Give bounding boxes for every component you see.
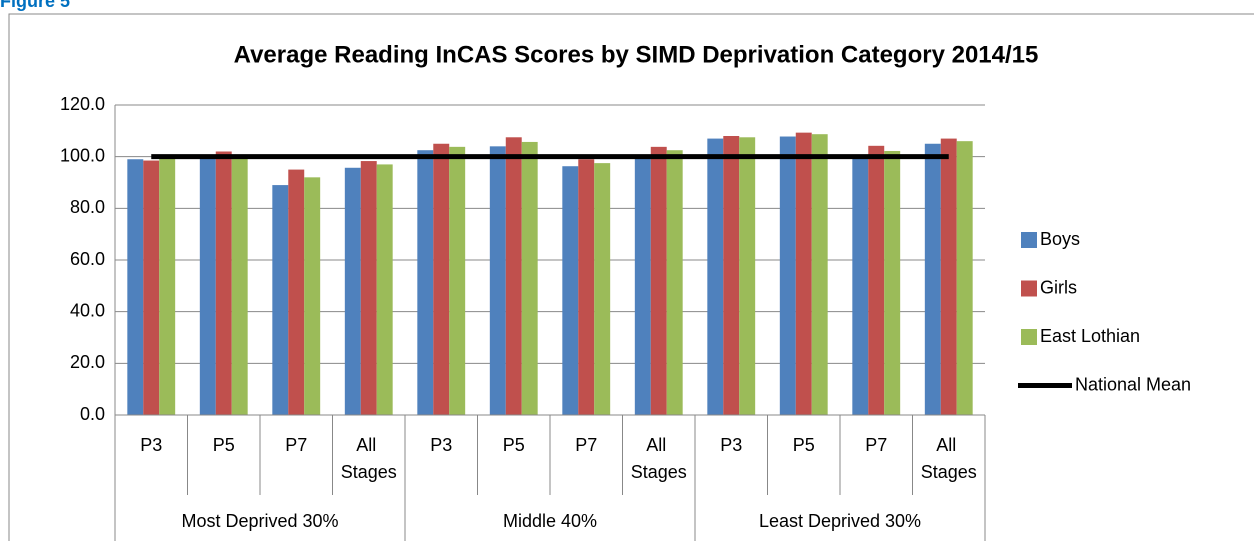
bar bbox=[650, 146, 667, 415]
bar bbox=[159, 157, 176, 416]
legend-swatch bbox=[1021, 280, 1037, 297]
bar bbox=[594, 163, 611, 415]
bar bbox=[376, 164, 393, 415]
x-tick-label: P3 bbox=[430, 435, 452, 455]
bar bbox=[795, 132, 812, 415]
group-label: Least Deprived 30% bbox=[759, 511, 921, 531]
x-tick-label: All Stages bbox=[921, 435, 977, 482]
legend-label: Girls bbox=[1040, 277, 1077, 297]
bar bbox=[956, 141, 973, 415]
bar bbox=[779, 136, 796, 415]
group-label: Most Deprived 30% bbox=[181, 511, 338, 531]
bar bbox=[562, 166, 579, 415]
figure-label: Figure 5 bbox=[0, 0, 70, 11]
bar bbox=[143, 160, 160, 415]
y-tick-label: 20.0 bbox=[70, 352, 105, 372]
y-tick-label: 80.0 bbox=[70, 197, 105, 217]
y-tick-label: 60.0 bbox=[70, 249, 105, 269]
bar bbox=[433, 143, 450, 415]
y-tick-label: 120.0 bbox=[60, 94, 105, 114]
bar bbox=[288, 169, 305, 415]
bar bbox=[940, 138, 957, 416]
bar bbox=[852, 156, 869, 415]
bar bbox=[868, 145, 885, 416]
bar bbox=[360, 161, 377, 415]
x-tick-label: P3 bbox=[140, 435, 162, 455]
x-tick-label: P3 bbox=[720, 435, 742, 455]
bar bbox=[739, 137, 756, 415]
bar bbox=[884, 150, 901, 415]
bar bbox=[521, 141, 538, 416]
bar bbox=[199, 155, 216, 415]
bar bbox=[127, 159, 144, 415]
bar bbox=[231, 155, 248, 415]
bar bbox=[811, 134, 828, 416]
y-tick-label: 100.0 bbox=[60, 145, 105, 165]
bar bbox=[489, 146, 506, 416]
x-tick-label: P5 bbox=[213, 435, 235, 455]
x-tick-label: P7 bbox=[285, 435, 307, 455]
x-tick-label: All Stages bbox=[631, 435, 687, 482]
y-tick-label: 0.0 bbox=[80, 404, 105, 424]
bar bbox=[215, 151, 232, 415]
bar bbox=[344, 167, 361, 415]
legend-swatch bbox=[1021, 232, 1037, 248]
legend-label: National Mean bbox=[1075, 374, 1191, 394]
bar bbox=[666, 150, 683, 416]
bar bbox=[723, 136, 740, 415]
bar bbox=[417, 150, 434, 416]
bar bbox=[449, 146, 466, 415]
bar bbox=[505, 137, 522, 415]
bar bbox=[578, 159, 595, 415]
bar bbox=[304, 177, 321, 415]
legend-label: East Lothian bbox=[1040, 326, 1140, 346]
bar bbox=[634, 155, 651, 415]
x-tick-label: P7 bbox=[865, 435, 887, 455]
legend-label: Boys bbox=[1040, 229, 1080, 249]
legend-swatch bbox=[1021, 329, 1037, 345]
y-tick-label: 40.0 bbox=[70, 300, 105, 320]
group-label: Middle 40% bbox=[503, 511, 597, 531]
x-tick-label: P7 bbox=[575, 435, 597, 455]
x-tick-label: P5 bbox=[793, 435, 815, 455]
x-tick-label: All Stages bbox=[341, 435, 397, 482]
bar bbox=[707, 138, 724, 416]
chart-title: Average Reading InCAS Scores by SIMD Dep… bbox=[234, 41, 1039, 68]
bar bbox=[272, 185, 289, 415]
x-tick-label: P5 bbox=[503, 435, 525, 455]
bar bbox=[924, 143, 941, 415]
